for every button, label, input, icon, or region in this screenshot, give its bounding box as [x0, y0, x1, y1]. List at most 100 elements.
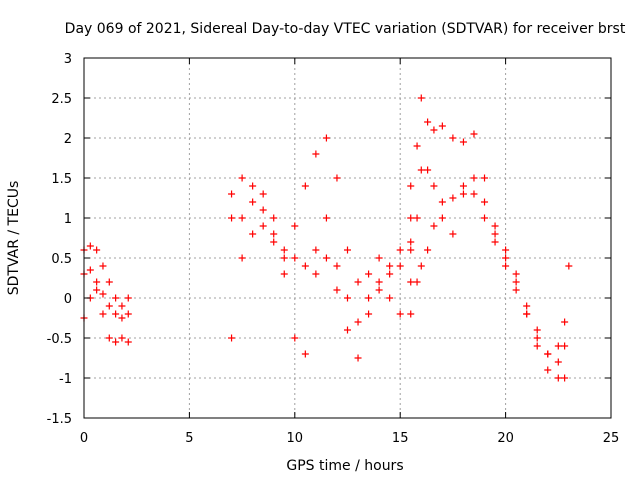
- data-point: [375, 278, 383, 286]
- data-point: [344, 326, 351, 334]
- data-point: [344, 246, 351, 254]
- data-point: [322, 214, 330, 222]
- data-point: [270, 238, 278, 246]
- data-point: [430, 222, 438, 230]
- data-point: [375, 254, 383, 262]
- data-point: [112, 338, 120, 346]
- data-point: [523, 310, 531, 318]
- data-points: [80, 94, 573, 382]
- data-point: [118, 334, 126, 342]
- data-point: [301, 262, 309, 270]
- data-point: [238, 174, 246, 182]
- data-point: [259, 222, 267, 230]
- data-point: [118, 302, 126, 310]
- data-point: [259, 206, 267, 214]
- data-point: [249, 182, 257, 190]
- data-point: [417, 94, 425, 102]
- data-point: [407, 238, 415, 246]
- data-point: [502, 254, 510, 262]
- data-point: [407, 182, 415, 190]
- data-point: [502, 246, 510, 254]
- data-point: [312, 246, 320, 254]
- data-point: [280, 270, 288, 278]
- data-point: [396, 246, 404, 254]
- data-point: [424, 118, 432, 126]
- data-point: [523, 302, 531, 310]
- x-tick-label: 15: [392, 431, 409, 446]
- data-point: [512, 278, 520, 286]
- data-point: [99, 290, 107, 298]
- data-point: [365, 294, 373, 302]
- data-point: [561, 318, 569, 326]
- data-point: [124, 294, 132, 302]
- y-tick-label: 1: [64, 212, 72, 227]
- data-point: [407, 278, 415, 286]
- data-point: [396, 310, 404, 318]
- x-tick-label: 20: [497, 431, 514, 446]
- data-point: [270, 214, 278, 222]
- data-point: [470, 130, 478, 138]
- data-point: [407, 246, 415, 254]
- data-point: [407, 214, 415, 222]
- data-point: [449, 230, 457, 238]
- data-point: [93, 286, 101, 294]
- data-point: [470, 190, 478, 198]
- data-point: [312, 150, 320, 158]
- data-point: [354, 278, 362, 286]
- data-point: [438, 198, 446, 206]
- data-point: [228, 190, 236, 198]
- data-point: [86, 266, 94, 274]
- data-point: [449, 134, 457, 142]
- y-axis-title: SDTVAR / TECUs: [6, 181, 22, 296]
- data-point: [291, 334, 299, 342]
- data-point: [105, 334, 113, 342]
- data-point: [291, 254, 299, 262]
- data-point: [99, 310, 107, 318]
- chart-title: Day 069 of 2021, Sidereal Day-to-day VTE…: [65, 21, 626, 37]
- data-point: [554, 342, 562, 350]
- data-point: [93, 278, 101, 286]
- data-point: [561, 342, 569, 350]
- data-point: [228, 334, 236, 342]
- data-point: [344, 294, 351, 302]
- data-point: [386, 262, 394, 270]
- axis-ticks: 0 5 10 15 20 25 -1.5 -1 -0.5 0 0.5 1 1.5 2 2.5 3: [47, 52, 620, 446]
- data-point: [396, 262, 404, 270]
- data-point: [86, 242, 94, 250]
- data-point: [270, 230, 278, 238]
- data-point: [249, 198, 257, 206]
- y-tick-label: 2: [64, 132, 72, 147]
- data-point: [413, 214, 421, 222]
- y-tick-label: 3: [64, 52, 72, 67]
- data-point: [333, 262, 341, 270]
- y-tick-label: 0: [64, 292, 72, 307]
- data-point: [449, 194, 457, 202]
- data-point: [554, 358, 562, 366]
- data-point: [386, 294, 394, 302]
- data-point: [105, 302, 113, 310]
- x-axis-title: GPS time / hours: [286, 458, 403, 474]
- data-point: [333, 286, 341, 294]
- data-point: [365, 270, 373, 278]
- data-point: [413, 142, 421, 150]
- data-point: [322, 134, 330, 142]
- data-point: [544, 366, 552, 374]
- data-point: [481, 214, 489, 222]
- data-point: [322, 254, 330, 262]
- data-point: [249, 230, 257, 238]
- data-point: [533, 342, 541, 350]
- data-point: [118, 314, 126, 322]
- data-point: [533, 326, 541, 334]
- data-point: [413, 278, 421, 286]
- data-point: [99, 262, 107, 270]
- y-tick-label: 0.5: [51, 252, 72, 267]
- data-point: [544, 350, 552, 358]
- data-point: [554, 374, 562, 382]
- data-point: [430, 126, 438, 134]
- data-point: [238, 254, 246, 262]
- x-tick-label: 5: [185, 431, 193, 446]
- y-tick-label: -1.5: [47, 412, 72, 427]
- data-point: [491, 222, 499, 230]
- data-point: [124, 338, 132, 346]
- x-tick-label: 0: [80, 431, 88, 446]
